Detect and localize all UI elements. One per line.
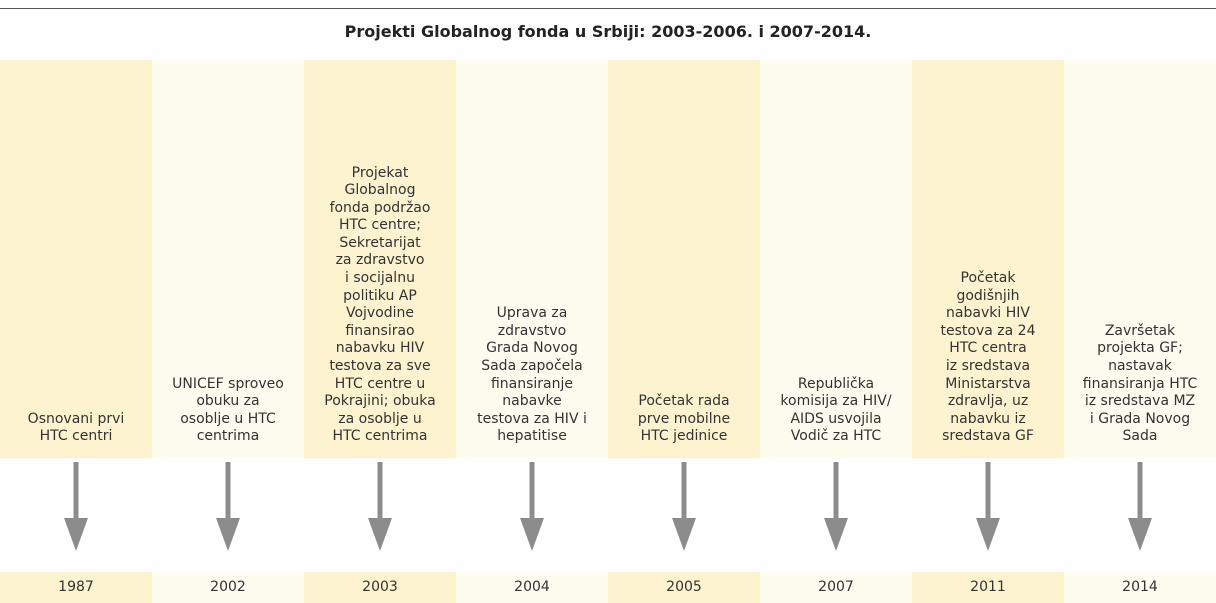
year-label: 2007	[760, 572, 912, 603]
event-text: nastavak	[1108, 358, 1172, 375]
event-cell: Osnovani prvi HTC centri	[0, 60, 152, 458]
event-text: nabavke	[502, 393, 562, 410]
top-rule	[0, 8, 1216, 9]
year-label: 2011	[912, 572, 1064, 603]
event-text: Vodič za HTC	[790, 428, 882, 445]
event-text: za osoblje u	[338, 410, 422, 427]
year-label: 2004	[456, 572, 608, 603]
event-text: finansiranje	[490, 375, 574, 392]
event-text: Sada	[1122, 428, 1158, 445]
event-text: finansirao	[345, 322, 415, 339]
event-text: Ministarstva	[945, 375, 1031, 392]
event-text: HTC jedinice	[640, 428, 728, 445]
arrow	[368, 462, 392, 551]
event-text: i socijalnu	[345, 270, 415, 287]
event-text: HTC centre;	[339, 217, 421, 234]
event-cell: Početak rada prve mobilne HTC jedinice	[608, 60, 760, 458]
event-cell: Projekat Globalnog fonda podržao HTC centre…	[304, 60, 456, 458]
event-text: nabavku iz	[950, 410, 1026, 427]
event-text: AIDS usvojila	[790, 410, 882, 427]
year-label: 1987	[0, 572, 152, 603]
event-text: komisija za HIV/	[780, 393, 892, 410]
year-label: 2014	[1064, 572, 1216, 603]
event-text: Sada započela	[481, 358, 583, 375]
arrow	[672, 462, 696, 551]
event-text: Pokrajini; obuka	[324, 393, 436, 410]
event-text: UNICEF sproveo	[172, 375, 284, 392]
event-cell: Početak godišnjih nabavki HIV testova za 24…	[912, 60, 1064, 458]
event-cell: Republička komisija za HIV/AIDS usvojila V…	[760, 60, 912, 458]
event-text: centrima	[196, 428, 260, 445]
event-text: politiku AP	[343, 287, 417, 304]
event-text: Republička	[797, 375, 875, 392]
event-cell: Uprava za zdravstvo Grada Novog Sada započe…	[456, 60, 608, 458]
event-text: Grada Novog	[486, 340, 578, 357]
event-text: testova za HIV i	[477, 410, 587, 427]
event-text: Početak	[960, 270, 1016, 287]
event-text: Osnovani prvi	[27, 410, 125, 427]
event-text: nabavki HIV	[946, 305, 1030, 322]
arrow	[64, 462, 88, 551]
event-text: Završetak	[1104, 322, 1176, 339]
arrow	[1128, 462, 1152, 551]
arrow	[976, 462, 1000, 551]
event-text: Početak rada	[638, 393, 730, 410]
event-text: zdravstvo	[497, 322, 567, 339]
event-text: HTC centre u	[334, 375, 426, 392]
event-text: Globalnog	[344, 182, 416, 199]
event-text: godišnjih	[956, 287, 1020, 304]
event-text: hepatitise	[497, 428, 567, 445]
arrow	[216, 462, 240, 551]
event-text: Projekat	[351, 164, 409, 181]
year-label: 2002	[152, 572, 304, 603]
arrow	[824, 462, 848, 551]
event-cell: UNICEF sproveo obuku za osoblje u HTC centr…	[152, 60, 304, 458]
event-text: nabavku HIV	[335, 340, 425, 357]
event-text: fonda podržao	[329, 199, 431, 216]
event-text: testova za 24	[940, 322, 1036, 339]
event-cell: Završetak projekta GF; nastavak finansiranj…	[1064, 60, 1216, 458]
event-text: HTC centra	[949, 340, 1027, 357]
event-text: iz sredstava	[945, 358, 1031, 375]
event-text: za zdravstvo	[335, 252, 425, 269]
event-text: Vojvodine	[345, 305, 415, 322]
event-text: Sekretarijat	[339, 234, 421, 251]
title: Projekti Globalnog fonda u Srbiji: 2003-…	[344, 22, 872, 41]
event-text: testova za sve	[329, 358, 431, 375]
event-text: i Grada Novog	[1089, 410, 1191, 427]
event-text: Uprava za	[496, 305, 568, 322]
event-text: finansiranja HTC	[1082, 375, 1198, 392]
event-text: prve mobilne	[637, 410, 731, 427]
event-text: HTC centrima	[332, 428, 428, 445]
event-text: projekta GF;	[1097, 340, 1183, 357]
year-label: 2005	[608, 572, 760, 603]
event-text: osoblje u HTC	[180, 410, 276, 427]
year-label: 2003	[304, 572, 456, 603]
event-text: HTC centri	[39, 428, 113, 445]
event-text: zdravlja, uz	[947, 393, 1029, 410]
event-text: sredstava GF	[942, 428, 1034, 445]
event-text: iz sredstava MZ	[1084, 393, 1196, 410]
arrow	[520, 462, 544, 551]
event-text: obuku za	[196, 393, 260, 410]
